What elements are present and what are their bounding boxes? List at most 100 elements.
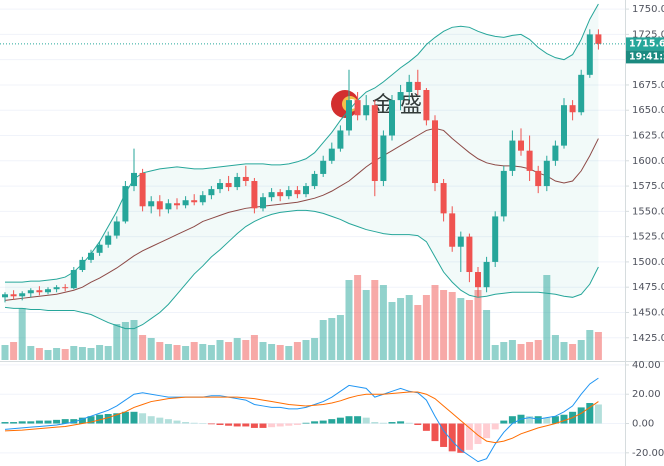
candle-body (62, 287, 69, 289)
candle-body (260, 197, 266, 209)
y-tick-label: 1550.00 (632, 206, 664, 217)
volume-bar (319, 320, 327, 360)
macd-histogram-bar (242, 423, 250, 427)
candle-body (311, 173, 318, 187)
volume-bar (225, 342, 233, 360)
y-tick-label: 1525.00 (632, 232, 664, 243)
volume-bar (371, 280, 379, 360)
y-tick-label: 1675.00 (632, 80, 664, 91)
macd-histogram-bar (354, 416, 362, 424)
candle-body (139, 172, 146, 207)
volume-bar (379, 285, 387, 360)
macd-histogram-bar (44, 420, 52, 424)
macd-histogram-bar (199, 423, 207, 425)
macd-histogram-bar (508, 416, 516, 424)
macd-histogram-bar (259, 423, 267, 428)
volume-bar (551, 335, 559, 360)
y-tick-label: 1625.00 (632, 131, 664, 142)
candle-body (397, 92, 404, 101)
macd-histogram-bar (302, 422, 310, 424)
candle-body (569, 105, 576, 113)
candle-body (268, 192, 275, 198)
volume-bar (199, 344, 207, 360)
candle-body (70, 270, 77, 289)
countdown-tag (626, 50, 664, 64)
candle-body (156, 201, 163, 210)
macd-histogram-bar (551, 416, 559, 424)
signal-line (4, 391, 599, 444)
volume-bar (457, 298, 465, 360)
candle-body (27, 290, 34, 294)
volume-bar (53, 348, 61, 360)
macd-histogram-bar (586, 403, 594, 424)
candle-body (328, 148, 335, 161)
candle-body (165, 203, 172, 210)
volume-bar (526, 342, 534, 360)
macd-histogram-bar (182, 422, 190, 424)
macd-histogram-bar (207, 423, 215, 425)
volume-bar (474, 290, 482, 360)
volume-bar (10, 342, 18, 360)
volume-bar (465, 300, 473, 360)
candle-body (449, 213, 456, 247)
candle-body (466, 236, 473, 273)
candle-body (191, 200, 198, 203)
candle-body (595, 34, 602, 44)
volume-bar (173, 345, 181, 360)
volume-bar (1, 345, 9, 360)
macd-histogram-bar (10, 422, 18, 424)
candle-body (208, 189, 215, 196)
candle-body (294, 190, 301, 195)
volume-bar (164, 344, 172, 360)
macd-histogram-bar (285, 423, 293, 426)
macd-histogram-bar (379, 422, 387, 424)
volume-bar (302, 340, 310, 360)
macd-histogram-bar (405, 422, 413, 424)
macd-histogram-bar (397, 421, 405, 424)
macd-histogram-bar (500, 420, 508, 424)
candle-body (131, 172, 137, 187)
y-tick-label: 1600.00 (632, 156, 664, 167)
macd-histogram-bar (156, 417, 164, 424)
y-tick-label: 1650.00 (632, 105, 664, 116)
macd-histogram-bar (362, 417, 370, 424)
volume-bar (156, 342, 164, 360)
band-lower (4, 209, 599, 330)
macd-histogram-bar (345, 416, 353, 424)
y-tick-label: 1750.00 (632, 4, 664, 15)
candle-body (113, 221, 120, 236)
volume-bar (18, 308, 26, 360)
volume-bar (113, 324, 121, 360)
candle-body (285, 190, 292, 197)
y-tick-label: -20.00 (632, 448, 664, 459)
macd-histogram-bar (440, 423, 448, 447)
macd-histogram-bar (534, 416, 542, 424)
volume-bar (328, 318, 336, 360)
volume-bar (543, 275, 551, 360)
price-tag-label: 1715.60 (629, 38, 664, 49)
macd-histogram-bar (130, 411, 138, 424)
candle-body (148, 201, 155, 207)
macd-histogram-bar (53, 419, 61, 424)
volume-bar (586, 330, 594, 360)
candle-body (251, 181, 258, 209)
macd-histogram-bar (388, 422, 396, 424)
macd-histogram-bar (18, 421, 26, 424)
volume-bar (293, 342, 301, 360)
volume-bar (104, 346, 112, 360)
volume-bar (508, 340, 516, 360)
candle-body (518, 140, 524, 151)
macd-histogram-bar (1, 422, 9, 424)
candle-body (88, 252, 94, 260)
macd-histogram-bar (560, 414, 568, 424)
volume-bar (139, 335, 147, 360)
candle-body (406, 81, 413, 93)
macd-histogram-bar (276, 423, 284, 427)
candle-body (234, 176, 241, 188)
candle-body (578, 74, 585, 113)
volume-bar (35, 348, 43, 360)
candle-body (174, 203, 180, 206)
candle-body (122, 186, 129, 222)
candle-body (552, 145, 559, 161)
